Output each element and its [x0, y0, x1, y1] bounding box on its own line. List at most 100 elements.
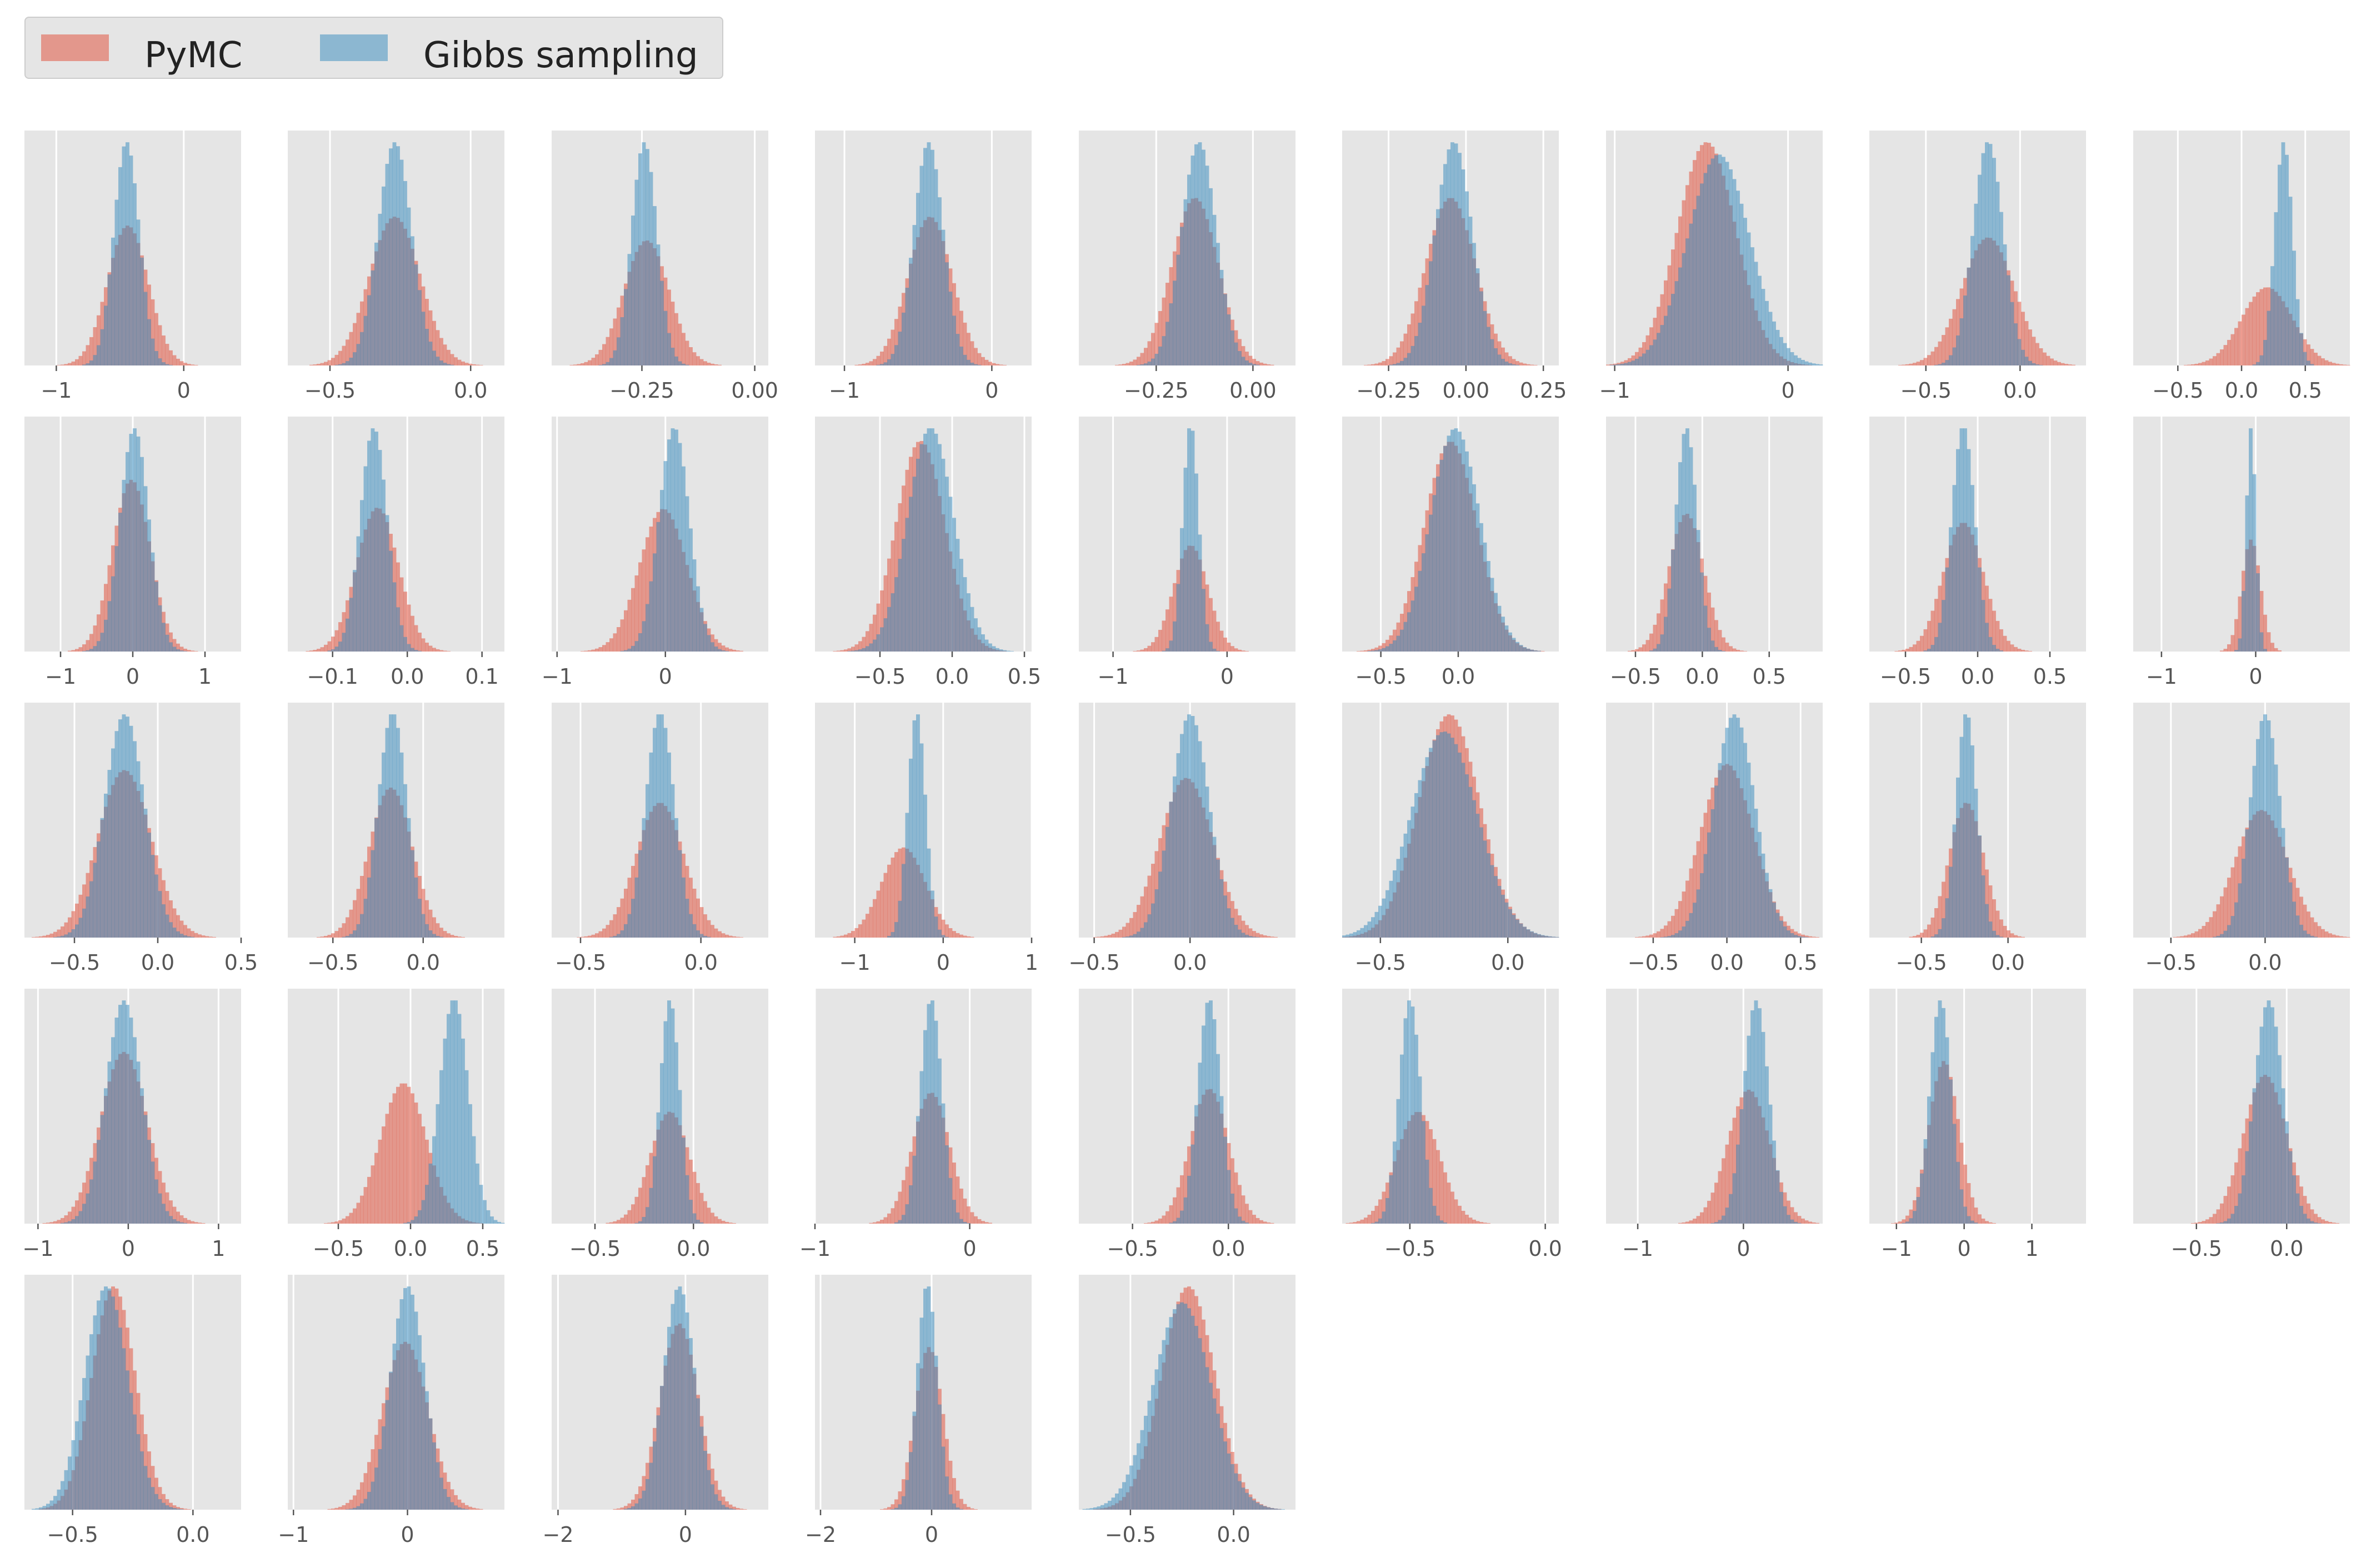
- histogram-bar-gibbs: [667, 439, 671, 652]
- histogram-bar-pymc: [699, 907, 704, 938]
- histogram-bar-gibbs: [78, 918, 83, 938]
- histogram-bar-gibbs: [1642, 353, 1646, 365]
- histogram-bar-gibbs: [1533, 650, 1538, 652]
- histogram-bar-gibbs: [2263, 1007, 2267, 1224]
- histogram-bar-gibbs: [1367, 651, 1372, 652]
- x-tick-label: 0.00: [1229, 378, 1277, 403]
- histogram-bar-pymc: [353, 900, 357, 938]
- legend-label-gibbs: Gibbs sampling: [423, 35, 698, 76]
- histogram-bar-gibbs: [656, 522, 661, 652]
- histogram-bar-pymc: [428, 310, 433, 365]
- histogram-bar-gibbs: [894, 577, 898, 652]
- histogram-bar-pymc: [1938, 341, 1942, 365]
- histogram-bar-pymc: [346, 1502, 349, 1510]
- x-tick-label: −0.5: [569, 1236, 621, 1261]
- histogram-bar-gibbs: [1216, 859, 1220, 938]
- histogram-bar-gibbs: [436, 357, 440, 365]
- histogram-bar-gibbs: [1223, 895, 1227, 938]
- histogram-bar-pymc: [967, 936, 971, 938]
- histogram-bar-pymc: [1144, 348, 1148, 365]
- histogram-bar-gibbs: [1722, 743, 1725, 938]
- histogram-bar-pymc: [1400, 341, 1404, 365]
- histogram-bar-pymc: [1938, 896, 1942, 938]
- histogram-bar-gibbs: [176, 931, 180, 938]
- histogram-bar-gibbs: [367, 1491, 371, 1510]
- histogram-bar-gibbs: [1963, 295, 1967, 365]
- x-tick-label: 0.25: [1520, 378, 1567, 403]
- histogram-bar-pymc: [634, 575, 639, 652]
- histogram-bar-gibbs: [1999, 212, 2003, 365]
- histogram-bar-gibbs: [902, 312, 906, 365]
- histogram-bar-pymc: [2332, 363, 2336, 365]
- histogram-bar-pymc: [1140, 896, 1144, 938]
- histogram-bar-gibbs: [692, 1213, 697, 1224]
- histogram-bar-pymc: [1248, 1210, 1253, 1224]
- x-tick-label: 0.0: [1442, 664, 1475, 689]
- histogram-bar-gibbs: [1238, 1481, 1242, 1510]
- histogram-bar-gibbs: [1450, 429, 1454, 652]
- histogram-bar-gibbs: [1967, 1216, 1971, 1224]
- histogram-bar-pymc: [1988, 599, 1993, 652]
- histogram-bar-pymc: [732, 936, 736, 938]
- histogram-bar-pymc: [869, 906, 873, 938]
- histogram-bar-pymc: [1635, 352, 1639, 365]
- histogram-bar-gibbs: [1978, 174, 1982, 365]
- histogram-bar-pymc: [974, 1216, 978, 1224]
- histogram-bar-gibbs: [996, 648, 999, 652]
- histogram-bar-gibbs: [349, 1509, 353, 1510]
- histogram-bar-gibbs: [1790, 352, 1794, 365]
- histogram-bar-pymc: [1385, 639, 1389, 652]
- histogram-bar-gibbs: [1252, 936, 1256, 938]
- histogram-bar-pymc: [324, 644, 328, 652]
- histogram-bar-pymc: [421, 638, 426, 652]
- histogram-bar-gibbs: [1696, 530, 1700, 652]
- histogram-bar-gibbs: [1999, 936, 2003, 938]
- histogram-bar-pymc: [2053, 360, 2058, 365]
- histogram-bar-gibbs: [2216, 935, 2220, 938]
- histogram-bar-gibbs: [450, 1502, 454, 1510]
- histogram-bar-gibbs: [1678, 930, 1682, 938]
- histogram-bar-pymc: [1101, 936, 1104, 938]
- histogram-bar-gibbs: [104, 305, 108, 365]
- histogram-bar-gibbs: [2256, 362, 2260, 365]
- histogram-bar-gibbs: [902, 1496, 906, 1510]
- histogram-bar-gibbs: [909, 758, 913, 938]
- histogram-bar-gibbs: [425, 1391, 429, 1510]
- histogram-bar-gibbs: [1479, 827, 1483, 938]
- histogram-bar-gibbs: [2278, 1055, 2282, 1224]
- histogram-bar-pymc: [1794, 1212, 1798, 1224]
- histogram-bar-pymc: [1230, 1158, 1234, 1224]
- histogram-bar-gibbs: [1934, 934, 1938, 938]
- histogram-bar-gibbs: [169, 922, 173, 938]
- histogram-bar-pymc: [1238, 1185, 1242, 1224]
- histogram-bar-gibbs: [1472, 484, 1476, 652]
- histogram-bar-pymc: [732, 1506, 736, 1510]
- histogram-bar-gibbs: [64, 1470, 68, 1510]
- histogram-bar-gibbs: [107, 274, 112, 365]
- histogram-bar-pymc: [1736, 649, 1740, 652]
- histogram-bar-pymc: [71, 1206, 76, 1224]
- histogram-bar-gibbs: [1754, 1000, 1758, 1224]
- histogram-bar-gibbs: [371, 270, 375, 365]
- histogram-bar-pymc: [2010, 644, 2014, 652]
- histogram-bar-pymc: [2194, 363, 2199, 365]
- histogram-bar-pymc: [1126, 363, 1130, 365]
- histogram-bar-gibbs: [1227, 908, 1231, 938]
- histogram-bar-pymc: [844, 649, 848, 652]
- histogram-bar-pymc: [959, 310, 963, 365]
- histogram-bar-gibbs: [389, 148, 393, 365]
- histogram-bar-gibbs: [707, 635, 711, 652]
- histogram-bar-pymc: [353, 1495, 357, 1510]
- histogram-bar-gibbs: [624, 650, 628, 652]
- histogram-bar-pymc: [703, 1201, 707, 1224]
- histogram-bar-pymc: [1913, 936, 1917, 938]
- histogram-bar-pymc: [2060, 363, 2065, 365]
- histogram-bar-gibbs: [696, 1398, 700, 1510]
- histogram-bar-gibbs: [1158, 346, 1162, 365]
- x-tick-label: 0.0: [1710, 950, 1743, 975]
- histogram-bar-gibbs: [114, 546, 119, 652]
- histogram-bar-gibbs: [82, 908, 86, 938]
- histogram-bar-gibbs: [2249, 1121, 2253, 1224]
- histogram-bar-gibbs: [1533, 933, 1538, 938]
- histogram-bar-gibbs: [1436, 735, 1440, 938]
